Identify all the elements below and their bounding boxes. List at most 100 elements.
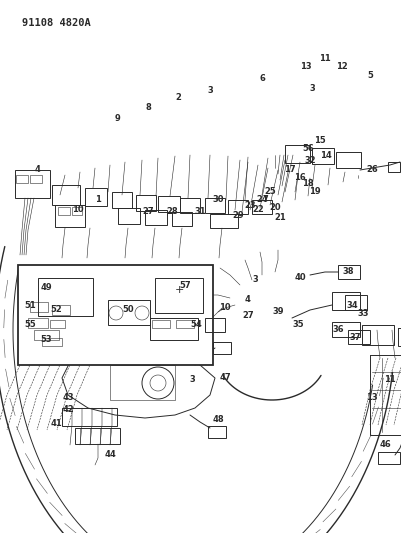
Bar xyxy=(331,322,359,337)
Text: 27: 27 xyxy=(241,311,253,319)
Bar xyxy=(361,325,393,345)
Text: 40: 40 xyxy=(294,273,305,282)
Bar xyxy=(28,318,48,328)
Bar xyxy=(284,145,309,163)
Text: 14: 14 xyxy=(319,150,331,159)
Bar xyxy=(34,330,59,340)
Text: 34: 34 xyxy=(345,301,357,310)
Bar xyxy=(118,208,140,224)
Text: 23: 23 xyxy=(243,200,255,209)
Bar xyxy=(75,428,120,444)
Text: 29: 29 xyxy=(232,211,243,220)
Text: 10: 10 xyxy=(72,206,83,214)
Bar xyxy=(337,265,359,279)
Text: 55: 55 xyxy=(24,320,36,329)
Bar xyxy=(38,278,93,316)
Text: 91108 4820A: 91108 4820A xyxy=(22,18,91,28)
Bar xyxy=(15,170,50,198)
Text: 9: 9 xyxy=(115,114,121,123)
Bar xyxy=(377,452,399,464)
Text: 56: 56 xyxy=(302,143,313,152)
Text: 27: 27 xyxy=(142,207,154,216)
Bar xyxy=(30,175,42,183)
Text: 49: 49 xyxy=(40,282,52,292)
Text: 1: 1 xyxy=(95,196,101,205)
Bar xyxy=(58,207,70,215)
Bar xyxy=(227,200,247,214)
Bar xyxy=(50,320,65,328)
Text: 3: 3 xyxy=(308,84,314,93)
Bar xyxy=(72,207,82,215)
Text: 3: 3 xyxy=(251,276,257,285)
Bar xyxy=(52,185,80,205)
Text: 12: 12 xyxy=(335,61,347,70)
Text: 10: 10 xyxy=(219,303,230,311)
Bar xyxy=(331,292,359,310)
Bar xyxy=(55,205,85,227)
Bar xyxy=(180,198,200,213)
Text: 15: 15 xyxy=(313,135,325,144)
Text: 35: 35 xyxy=(292,320,303,329)
Text: 50: 50 xyxy=(122,305,134,314)
Bar xyxy=(110,365,174,400)
Bar xyxy=(209,214,237,228)
Bar xyxy=(30,302,48,312)
Text: 18: 18 xyxy=(302,180,313,189)
Text: 26: 26 xyxy=(365,166,377,174)
Bar xyxy=(205,318,225,332)
Text: 44: 44 xyxy=(104,450,115,459)
Bar xyxy=(18,265,213,365)
Text: 38: 38 xyxy=(341,268,353,277)
Bar xyxy=(62,408,117,426)
Text: 51: 51 xyxy=(24,301,36,310)
Bar xyxy=(145,210,166,225)
Bar xyxy=(251,200,271,214)
Bar xyxy=(112,192,132,208)
Bar xyxy=(207,426,225,438)
Text: 54: 54 xyxy=(190,320,201,329)
Bar xyxy=(213,342,231,354)
Text: 13: 13 xyxy=(365,393,377,402)
Bar xyxy=(158,196,180,212)
Text: 43: 43 xyxy=(62,393,74,402)
Text: 52: 52 xyxy=(50,305,62,314)
Text: 22: 22 xyxy=(251,206,263,214)
Bar xyxy=(85,188,107,206)
Bar xyxy=(42,338,62,346)
Text: 28: 28 xyxy=(166,207,177,216)
Text: 4: 4 xyxy=(245,295,250,304)
Text: 53: 53 xyxy=(40,335,52,344)
Text: 25: 25 xyxy=(263,188,275,197)
Text: 33: 33 xyxy=(356,309,368,318)
Bar xyxy=(344,295,366,310)
Text: 8: 8 xyxy=(145,102,150,111)
Text: 3: 3 xyxy=(207,85,213,94)
Bar xyxy=(176,320,194,328)
Bar xyxy=(369,355,401,435)
Text: 13: 13 xyxy=(300,61,311,70)
Text: 17: 17 xyxy=(284,166,295,174)
Text: 31: 31 xyxy=(194,207,205,216)
Text: 6: 6 xyxy=(258,74,264,83)
Text: 24: 24 xyxy=(255,196,267,205)
Bar xyxy=(52,305,70,315)
Text: 46: 46 xyxy=(378,440,390,449)
Bar xyxy=(347,330,369,344)
Text: 11: 11 xyxy=(383,376,395,384)
Text: 7: 7 xyxy=(261,196,267,205)
Bar xyxy=(311,148,333,164)
Bar xyxy=(155,278,203,313)
Text: 39: 39 xyxy=(271,308,283,317)
Text: 5: 5 xyxy=(366,70,372,79)
Text: 30: 30 xyxy=(212,196,223,205)
Bar xyxy=(150,318,198,340)
Text: 3: 3 xyxy=(188,376,194,384)
Text: 37: 37 xyxy=(348,334,360,343)
Text: 32: 32 xyxy=(304,156,315,165)
Bar xyxy=(397,328,401,346)
Bar xyxy=(387,162,399,172)
Bar xyxy=(108,300,150,325)
Text: 2: 2 xyxy=(174,93,180,101)
Text: 42: 42 xyxy=(62,406,74,415)
Text: 19: 19 xyxy=(308,188,320,197)
